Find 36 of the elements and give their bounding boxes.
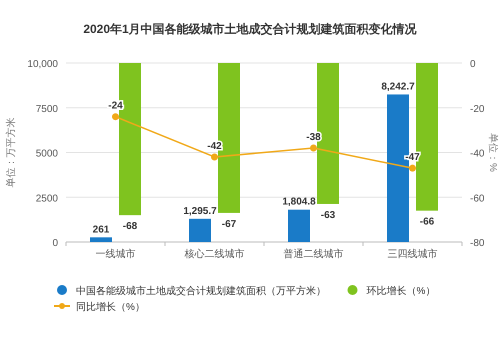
bar xyxy=(288,210,310,242)
data-label: -66 xyxy=(420,216,435,228)
y-tick-label: 5000 xyxy=(36,148,58,160)
bar xyxy=(189,218,211,242)
y-tick-label: 2500 xyxy=(36,193,58,204)
y-tick-label: 10,000 xyxy=(27,59,58,70)
y2-tick-label: -40 xyxy=(470,148,485,160)
point xyxy=(310,144,317,152)
x-tick-label: 三四线城市 xyxy=(388,248,438,260)
data-label: -63 xyxy=(320,210,336,221)
data-label: 1,295.7 xyxy=(183,206,218,217)
data-label: 8,242.7 xyxy=(381,81,416,92)
y-tick-label: 7500 xyxy=(36,104,58,115)
y2-axis-title: 单位：% xyxy=(487,133,499,172)
data-label: 1,804.8 xyxy=(282,196,316,208)
legend-label: 中国各能级城市土地成交合计规划建筑面积（万平方米） xyxy=(76,285,326,297)
chart-title: 2020年1月中国各能级城市土地成交合计规划建筑面积变化情况 xyxy=(83,22,418,36)
y2-tick-label: -80 xyxy=(470,238,485,249)
x-tick-label: 核心二线城市 xyxy=(184,248,244,260)
y2-tick-label: -20 xyxy=(470,104,485,115)
data-label: -47 xyxy=(405,152,420,164)
data-label: -68 xyxy=(122,221,138,232)
data-label: 261 xyxy=(92,224,110,236)
y2-tick-label: -60 xyxy=(470,193,485,204)
point xyxy=(409,164,416,172)
point xyxy=(112,113,119,120)
x-tick-label: 一线城市 xyxy=(96,248,136,260)
x-tick-label: 普通二线城市 xyxy=(284,248,344,260)
legend-label: 同比增长（%） xyxy=(76,301,145,313)
y-tick-label: 0 xyxy=(52,238,58,249)
data-label: -67 xyxy=(222,218,237,230)
bar xyxy=(90,237,112,242)
y-axis-title: 单位：万平方米 xyxy=(5,118,17,188)
legend-label: 环比增长（%） xyxy=(366,285,436,297)
y2-tick-label: 0 xyxy=(470,59,476,70)
point xyxy=(211,153,218,160)
